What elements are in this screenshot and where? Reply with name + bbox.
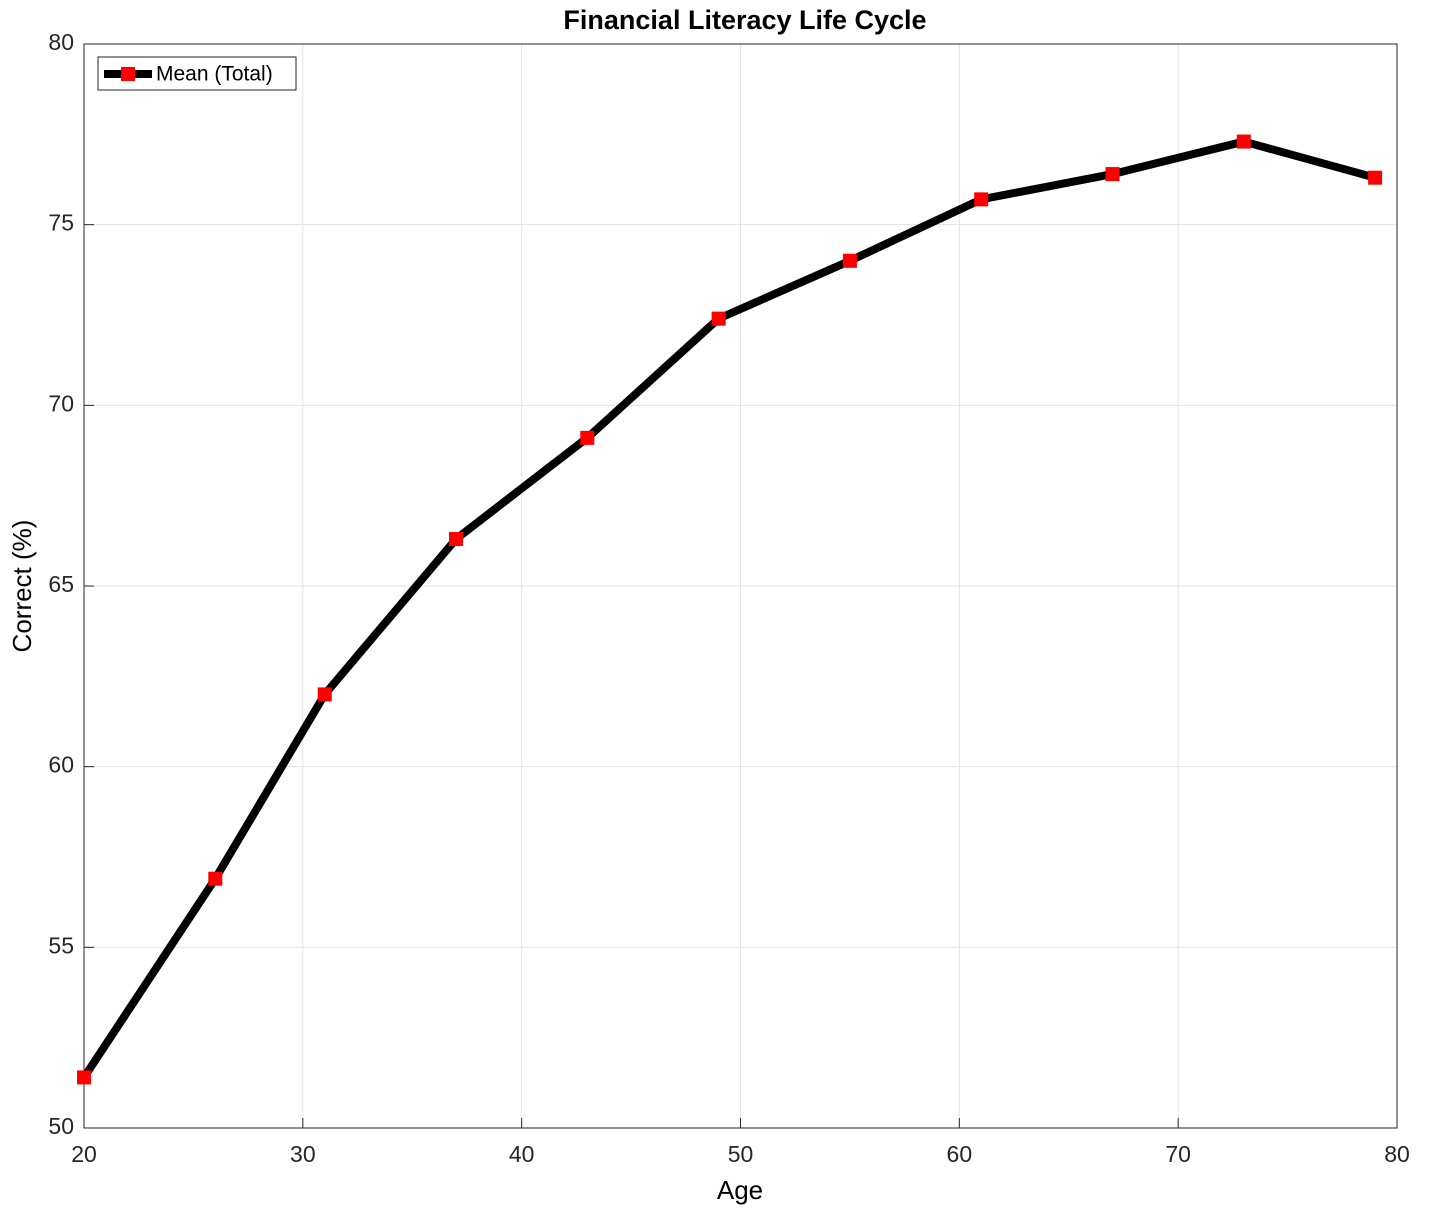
x-tick-label: 30	[290, 1141, 316, 1167]
marker	[711, 311, 726, 326]
y-tick-label: 55	[48, 932, 74, 958]
marker	[974, 192, 989, 207]
x-tick-label: 20	[71, 1141, 97, 1167]
y-tick-label: 50	[48, 1113, 74, 1139]
y-tick-label: 80	[48, 29, 74, 55]
marker	[449, 532, 464, 547]
x-axis-label: Age	[717, 1175, 763, 1205]
y-tick-label: 70	[48, 390, 74, 416]
marker	[317, 687, 332, 702]
marker	[842, 253, 857, 268]
x-tick-label: 80	[1384, 1141, 1410, 1167]
y-tick-label: 75	[48, 210, 74, 236]
marker	[1105, 167, 1120, 182]
x-tick-label: 70	[1165, 1141, 1191, 1167]
chart-title: Financial Literacy Life Cycle	[563, 5, 926, 35]
marker	[1368, 170, 1383, 185]
legend-marker	[121, 67, 135, 81]
legend-label: Mean (Total)	[156, 63, 273, 86]
x-tick-label: 50	[728, 1141, 754, 1167]
y-tick-label: 60	[48, 752, 74, 778]
marker	[77, 1070, 91, 1085]
x-tick-label: 40	[509, 1141, 535, 1167]
y-tick-label: 65	[48, 571, 74, 597]
marker	[208, 871, 223, 886]
x-tick-label: 60	[947, 1141, 973, 1167]
marker	[580, 430, 595, 445]
marker	[1236, 134, 1251, 149]
plot-frame	[83, 43, 1398, 1129]
y-axis-label: Correct (%)	[7, 520, 37, 653]
